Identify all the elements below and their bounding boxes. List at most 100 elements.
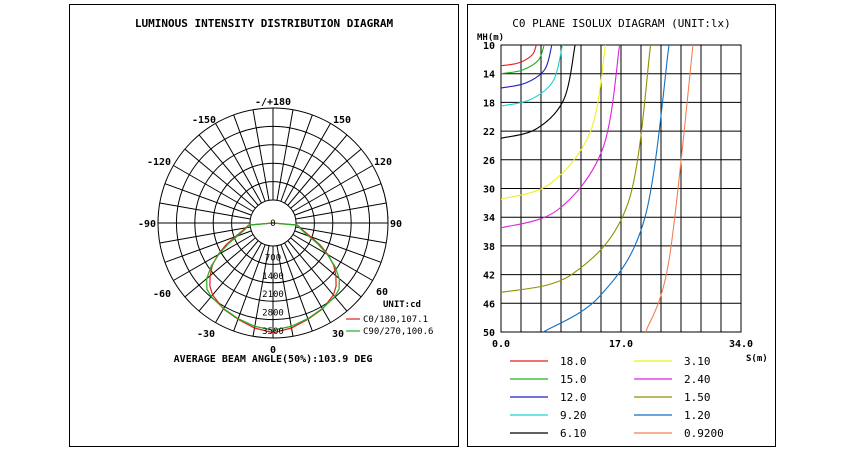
polar-spoke	[252, 245, 270, 337]
angle-label-lower-left: -60	[153, 289, 171, 300]
intensity-distribution-panel: LUMINOUS INTENSITY DISTRIBUTION DIAGRAM …	[69, 4, 459, 447]
isolux-curve	[500, 44, 553, 89]
isolux-legend-label: 12.0	[560, 391, 587, 404]
radial-tick-label: 0	[270, 219, 275, 229]
polar-spoke	[294, 183, 382, 216]
isolux-curve	[543, 44, 670, 333]
isolux-panel: C0 PLANE ISOLUX DIAGRAM (UNIT:lx) MH(m) …	[467, 4, 776, 447]
polar-spoke	[290, 148, 362, 209]
polar-legend-label: C0/180,107.1	[363, 315, 428, 325]
isolux-legend-label: 9.20	[560, 409, 587, 422]
polar-spoke	[276, 109, 294, 201]
polar-spoke	[295, 202, 387, 220]
polar-legend: C0/180,107.1 C90/270,100.6	[346, 315, 433, 337]
intensity-diagram-title: LUMINOUS INTENSITY DISTRIBUTION DIAGRAM	[134, 17, 394, 30]
polar-spoke	[276, 245, 294, 337]
y-tick-label: 34	[483, 213, 495, 224]
angle-label-bottom: 0	[270, 345, 276, 356]
angle-label-upper-right: 120	[374, 157, 392, 168]
isolux-curve	[500, 44, 652, 294]
y-tick-label: 46	[483, 299, 495, 310]
angle-label-upper-left: -120	[147, 157, 171, 168]
isolux-legend-label: 2.40	[684, 373, 711, 386]
y-tick-label: 14	[483, 70, 495, 81]
y-tick-label: 30	[483, 185, 495, 196]
polar-spoke	[295, 226, 387, 244]
polar-spoke	[280, 244, 313, 332]
isolux-curve	[500, 44, 537, 67]
polar-curve	[206, 222, 340, 331]
isolux-curve	[500, 44, 545, 75]
isolux-legend-label: 18.0	[560, 355, 587, 368]
angle-label-bottom-right: 30	[332, 329, 344, 340]
polar-spoke	[233, 244, 266, 332]
angle-label-lower-right: 60	[376, 287, 388, 298]
isolux-curve	[500, 44, 563, 107]
isolux-chart: MH(m) S(m) 10 14 18 22 26 30 34 38 42 46 50 0.0 17.…	[477, 33, 768, 440]
beam-angle-text: AVERAGE BEAM ANGLE(50%):103.9 DEG	[174, 354, 373, 365]
angle-label-left: -90	[138, 219, 156, 230]
x-tick-label: 34.0	[729, 339, 753, 350]
polar-spoke	[292, 234, 373, 281]
isolux-legend: 18.0 15.0 12.0 9.20 6.10 3.10 2.40 1.50 1.20 0.92…	[510, 355, 724, 440]
angle-label-top-left: -150	[192, 115, 216, 126]
isolux-curve	[500, 44, 621, 229]
x-tick-label: 17.0	[609, 339, 633, 350]
polar-curves	[206, 222, 340, 334]
y-tick-label: 38	[483, 242, 495, 253]
y-tick-label: 10	[483, 41, 495, 52]
radial-tick-label: 700	[265, 253, 281, 263]
isolux-legend-label: 15.0	[560, 373, 587, 386]
polar-spoke	[280, 114, 313, 202]
unit-label: UNIT:cd	[383, 300, 421, 310]
polar-spoke	[284, 123, 331, 204]
isolux-curve	[500, 44, 576, 139]
y-tick-label: 22	[483, 127, 495, 138]
angle-label-bottom-left: -30	[197, 329, 215, 340]
polar-spoke	[184, 237, 256, 298]
polar-spoke	[290, 237, 362, 298]
isolux-legend-label: 6.10	[560, 427, 587, 440]
polar-spoke	[215, 123, 262, 204]
radial-tick-label: 2800	[262, 309, 284, 319]
angle-label-top-right: 150	[333, 115, 351, 126]
isolux-grid	[500, 44, 742, 333]
polar-legend-label: C90/270,100.6	[363, 327, 433, 337]
isolux-legend-label: 1.50	[684, 391, 711, 404]
y-tick-label: 50	[483, 328, 495, 339]
y-tick-label: 42	[483, 271, 495, 282]
x-tick-labels: 0.0 17.0 34.0	[492, 339, 753, 350]
y-tick-label: 26	[483, 156, 495, 167]
isolux-curve	[645, 44, 694, 333]
polar-spoke	[198, 134, 259, 206]
polar-labels: -/+180 -150 150 -120 120 -90 90 -60 60 -…	[138, 97, 421, 365]
polar-spoke	[159, 202, 251, 220]
angle-label-top: -/+180	[255, 97, 291, 108]
polar-spoke	[252, 109, 270, 201]
isolux-diagram-title: C0 PLANE ISOLUX DIAGRAM (UNIT:lx)	[512, 17, 731, 30]
polar-spoke	[198, 240, 259, 312]
polar-spoke	[292, 165, 373, 212]
polar-spoke	[233, 114, 266, 202]
polar-spoke	[173, 234, 254, 281]
polar-spoke	[287, 240, 348, 312]
isolux-legend-label: 3.10	[684, 355, 711, 368]
polar-spoke	[164, 183, 252, 216]
y-tick-label: 18	[483, 98, 495, 109]
isolux-legend-label: 0.9200	[684, 427, 724, 440]
polar-curve	[209, 222, 337, 334]
polar-spoke	[159, 226, 251, 244]
polar-spoke	[173, 165, 254, 212]
isolux-curve	[500, 44, 607, 200]
isolux-legend-label: 1.20	[684, 409, 711, 422]
radial-tick-label: 1400	[262, 272, 284, 282]
radial-tick-label: 3500	[262, 327, 284, 337]
polar-spoke	[287, 134, 348, 206]
x-axis-label: S(m)	[746, 354, 768, 364]
y-tick-labels: 10 14 18 22 26 30 34 38 42 46 50	[483, 41, 495, 339]
y-axis-label: MH(m)	[477, 33, 504, 43]
angle-label-right: 90	[390, 219, 402, 230]
polar-spoke	[184, 148, 256, 209]
radial-tick-label: 2100	[262, 290, 284, 300]
isolux-curves	[500, 44, 694, 333]
